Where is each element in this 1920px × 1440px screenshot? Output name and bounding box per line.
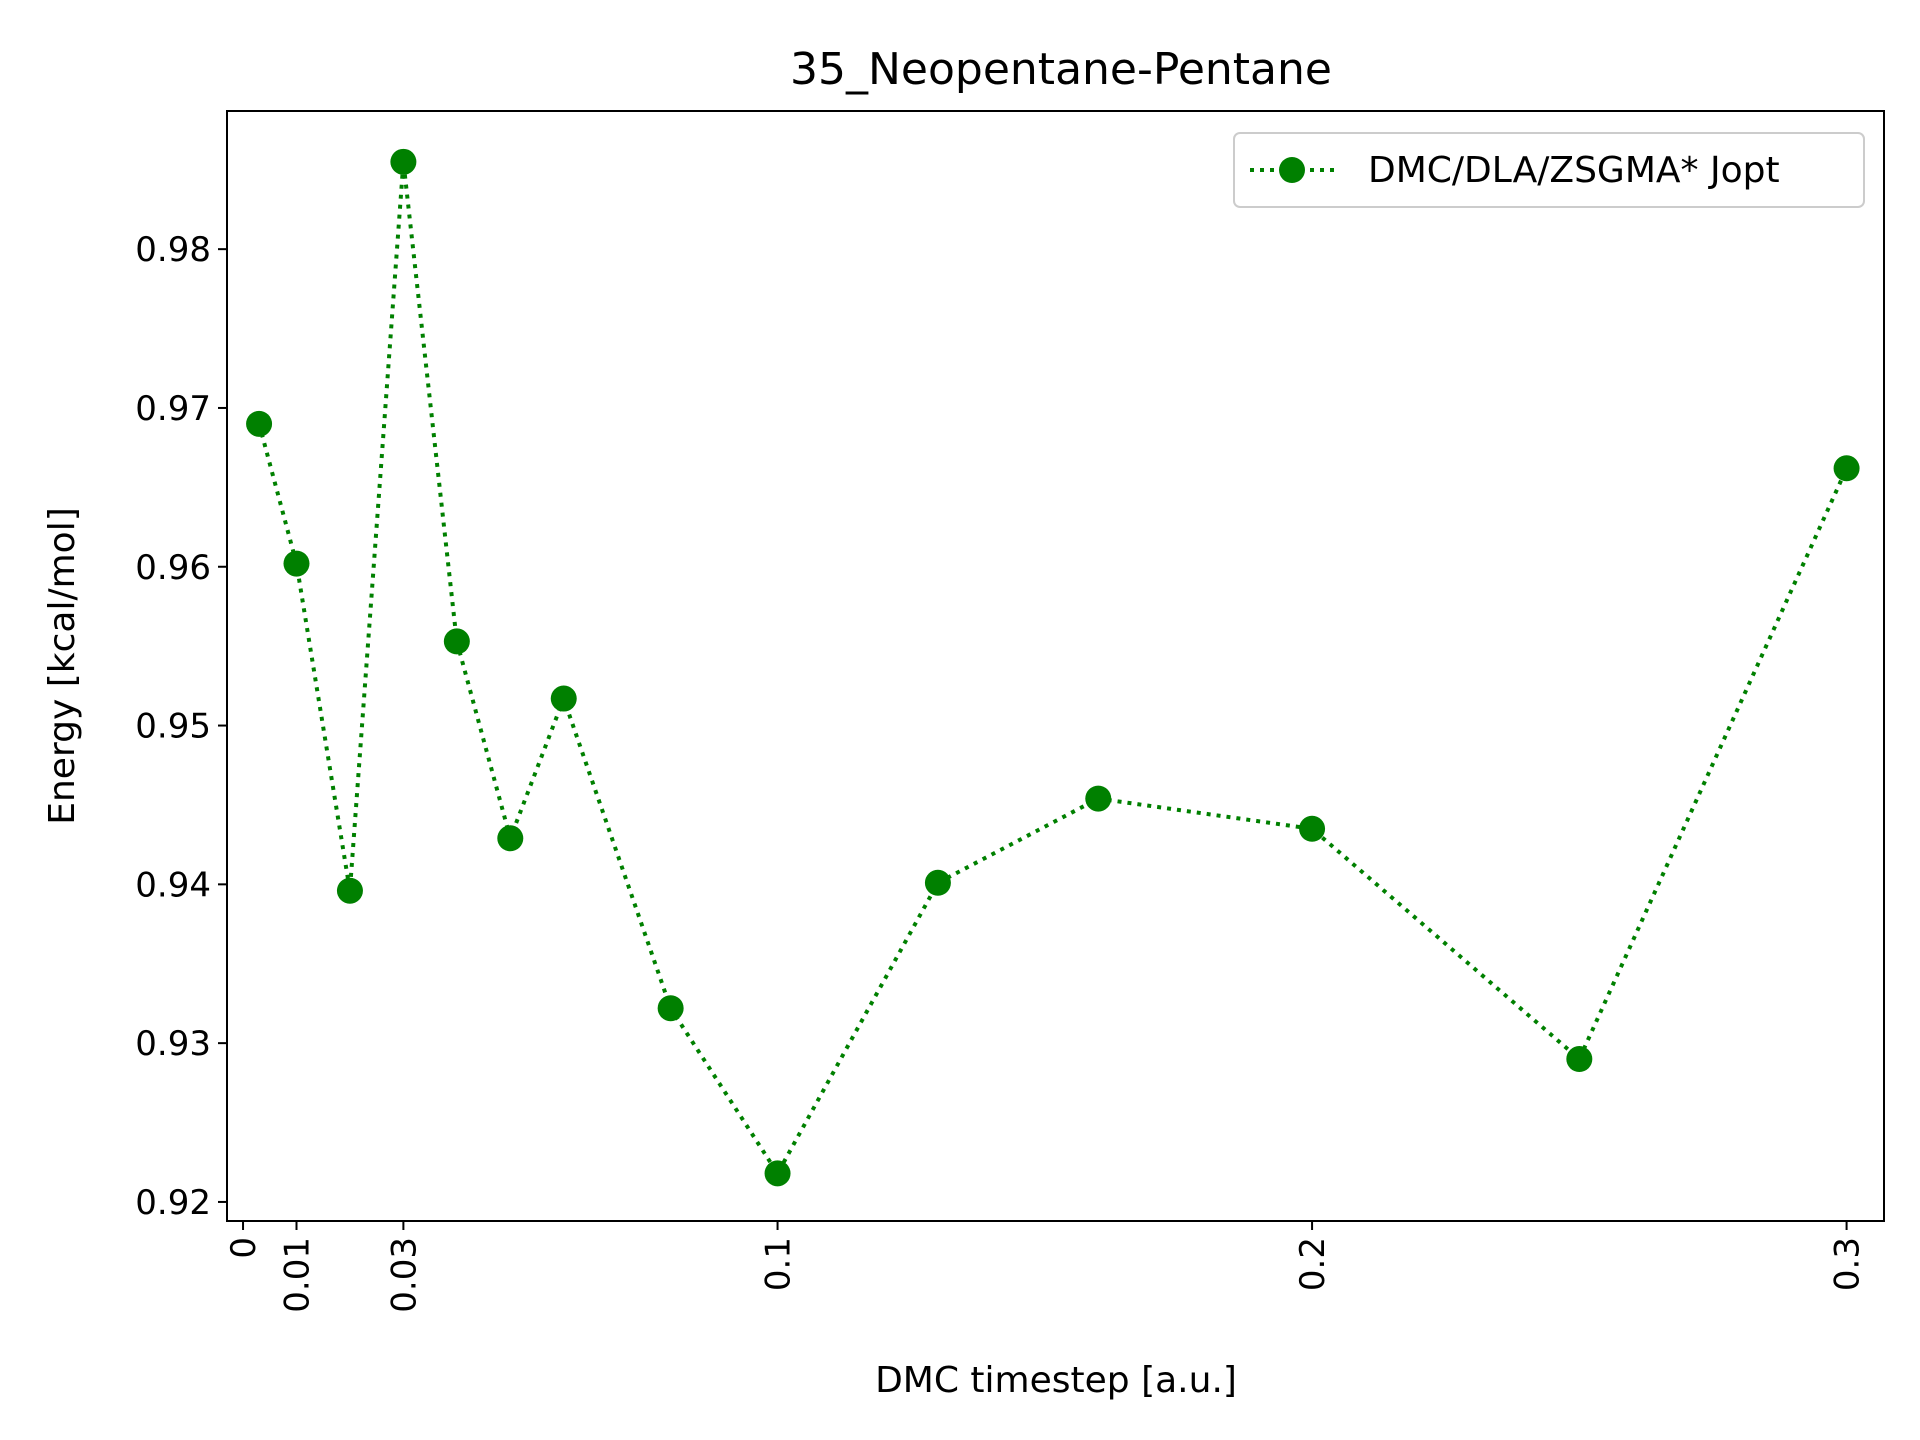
y-tick-label: 0.92 (135, 1183, 211, 1223)
data-point (443, 628, 470, 655)
y-axis: 0.92 0.93 0.94 0.95 0.96 0.97 0.98 (135, 230, 227, 1223)
y-axis-label: Energy [kcal/mol] (42, 507, 83, 825)
x-tick-label: 0.2 (1293, 1237, 1333, 1291)
x-tick-label: 0.03 (384, 1237, 424, 1313)
data-point (497, 825, 524, 852)
data-point (283, 550, 310, 577)
y-tick-label: 0.95 (135, 707, 211, 747)
legend-box (1233, 132, 1865, 208)
x-tick-label: 0.1 (759, 1237, 799, 1291)
x-axis-label: DMC timestep [a.u.] (875, 1360, 1237, 1401)
data-point (550, 685, 577, 712)
data-point (1299, 815, 1326, 842)
legend-label: DMC/DLA/ZSGMA* Jopt (1368, 150, 1780, 191)
data-point (246, 410, 273, 437)
data-point (1085, 785, 1112, 812)
data-point (1833, 455, 1860, 482)
x-tick-label: 0 (224, 1237, 264, 1259)
plot-frame (226, 110, 1885, 1222)
x-tick-label: 0.3 (1828, 1237, 1868, 1291)
series-layer (246, 148, 1860, 1187)
data-point (764, 1160, 791, 1187)
x-axis: 0 0.01 0.03 0.1 0.2 0.3 (224, 1221, 1868, 1313)
chart-title: 35_Neopentane-Pentane (790, 44, 1332, 95)
y-tick-label: 0.94 (135, 865, 211, 905)
x-tick-label: 0.01 (277, 1237, 317, 1313)
y-tick-label: 0.97 (135, 389, 211, 429)
data-point (924, 869, 951, 896)
series-line (257, 159, 1849, 1176)
legend-marker-sample (1279, 157, 1305, 183)
y-tick-label: 0.93 (135, 1024, 211, 1064)
y-tick-label: 0.98 (135, 230, 211, 270)
y-tick-label: 0.96 (135, 548, 211, 588)
legend: DMC/DLA/ZSGMA* Jopt (1233, 132, 1865, 208)
data-point (1566, 1046, 1593, 1073)
data-point (390, 148, 417, 175)
data-point (657, 995, 684, 1022)
data-point (336, 877, 363, 904)
